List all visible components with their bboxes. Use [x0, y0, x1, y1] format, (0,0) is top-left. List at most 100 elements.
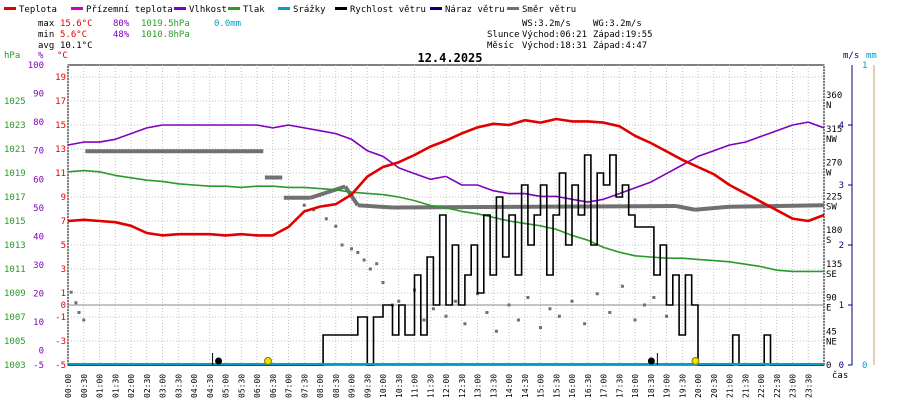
hum-tick-label: 40 [33, 232, 44, 242]
wind-dir-point [665, 314, 668, 318]
stats-block: max 15.6°C 80% 1019.5hPa 0.0mm min 5.6°C… [38, 19, 241, 51]
dir-tick-card: SW [826, 202, 837, 212]
x-tick-label: 10:30 [395, 374, 404, 398]
rain-tick-label: 0 [862, 361, 867, 371]
wind-dir-point [595, 292, 599, 296]
legend-label-vlhkost: Vlhkost [189, 5, 227, 15]
legend-swatch-teplota [4, 7, 16, 10]
x-tick-label: 23:00 [789, 374, 798, 398]
dir-tick-deg: 90 [826, 294, 837, 304]
dir-tick-deg: 180 [826, 226, 842, 236]
temp-tick-label: 11 [55, 169, 66, 179]
legend: Teplota Přízemní teplota Vlhkost Tlak Srážky… [4, 5, 576, 15]
stat-avg-temp: 10.1°C [60, 41, 93, 51]
x-tick-label: 01:00 [96, 374, 105, 398]
wind-dir-point [494, 329, 498, 333]
legend-swatch-smer [507, 7, 519, 10]
wind-dir-segment [309, 184, 346, 200]
press-tick-label: 1013 [4, 241, 26, 251]
humidity-line [67, 121, 825, 203]
sun-rise-marker [264, 357, 273, 365]
stat-max-temp: 15.6°C [60, 19, 93, 29]
dir-tick-card: SE [826, 270, 837, 280]
temp-tick-label: -3 [55, 337, 66, 347]
x-tick-label: 21:30 [741, 374, 750, 398]
press-tick-label: 1015 [4, 217, 26, 227]
press-unit: hPa [4, 51, 20, 61]
wind-dir-segment [719, 204, 730, 210]
x-tick-label: 04:30 [206, 374, 215, 398]
temp-tick-label: 19 [55, 73, 66, 83]
stat-max-hum: 80% [113, 19, 130, 29]
temp-tick-label: 13 [55, 145, 66, 155]
x-tick-label: 06:00 [253, 374, 262, 398]
wind-dir-point [397, 299, 401, 303]
pressure-line [67, 169, 824, 273]
temp-tick-label: 9 [61, 193, 66, 203]
sun-set-marker [691, 357, 700, 365]
x-tick-label: 10:00 [379, 374, 388, 398]
x-tick-label: 15:30 [552, 374, 561, 398]
legend-swatch-srazky [278, 7, 290, 10]
press-tick-label: 1005 [4, 337, 26, 347]
x-tick-label: 12:00 [442, 374, 451, 398]
x-tick-label: 19:00 [663, 374, 672, 398]
wind-dir-point [444, 314, 448, 318]
temperature-line [67, 117, 825, 237]
x-tick-label: 04:00 [190, 374, 199, 398]
hum-tick-label: 0 [39, 347, 44, 357]
temp-tick-label: 17 [55, 97, 66, 107]
press-tick-label: 1017 [4, 193, 26, 203]
moon-set: Západ:4:47 [593, 41, 647, 51]
legend-swatch-vitr [335, 7, 347, 10]
x-tick-label: 22:00 [757, 374, 766, 398]
x-tick-label: 12:30 [458, 374, 467, 398]
dir-tick-deg: 270 [826, 159, 842, 169]
wind-dir-point [422, 318, 426, 322]
temp-tick-label: -5 [55, 361, 66, 371]
temp-tick-label: 0 [61, 301, 66, 311]
x-tick-label: 01:30 [111, 374, 120, 398]
wind-dir-point [381, 281, 385, 284]
moon-rise-marker [647, 357, 655, 365]
wind-dir-point [453, 299, 457, 303]
dir-tick-card: NW [826, 135, 837, 145]
wind-dir-point [69, 290, 73, 294]
hum-unit: % [38, 51, 44, 61]
x-tick-label: 18:00 [631, 374, 640, 398]
wind-speed-line [68, 154, 824, 366]
x-tick-label: 22:30 [773, 374, 782, 398]
x-tick-label: 03:30 [174, 374, 183, 398]
moon-rise: Východ:18:31 [522, 41, 587, 51]
wind-tick-label: 4 [839, 121, 844, 131]
sun-moon-block: WS:3.2m/s WG:3.2m/s Slunce Východ:06:21 … [487, 19, 653, 51]
x-tick-label: 11:30 [426, 374, 435, 398]
wind-dir-point [74, 301, 78, 305]
wind-dir-point [340, 243, 344, 247]
x-tick-label: 20:00 [694, 374, 703, 398]
wind-dir-point [642, 303, 646, 307]
press-tick-label: 1011 [4, 265, 26, 275]
x-tick-label: 20:30 [710, 374, 719, 398]
wind-dir-point [350, 247, 353, 251]
wind-dir-point [324, 217, 328, 221]
x-tick-label: 14:00 [505, 374, 514, 398]
legend-label-smer: Směr větru [522, 5, 576, 15]
hum-tick-label: 100 [28, 61, 44, 71]
press-tick-label: 1019 [4, 169, 26, 179]
wind-dir-point [77, 311, 81, 314]
wind-dir-segment [729, 203, 825, 209]
x-tick-label: 09:00 [348, 374, 357, 398]
x-tick-label: 05:00 [222, 374, 231, 398]
legend-swatch-tlak [228, 7, 240, 10]
dir-tick-card: W [826, 169, 832, 179]
chart-date-title: 12.4.2025 [417, 51, 482, 65]
legend-label-tlak: Tlak [243, 5, 265, 15]
wind-dir-point [583, 322, 587, 326]
x-tick-label: 08:00 [316, 374, 325, 398]
dir-tick-deg: 225 [826, 192, 842, 202]
x-tick-label: 02:00 [127, 374, 136, 398]
temp-tick-label: 7 [61, 217, 66, 227]
dir-tick-card: E [826, 304, 831, 314]
